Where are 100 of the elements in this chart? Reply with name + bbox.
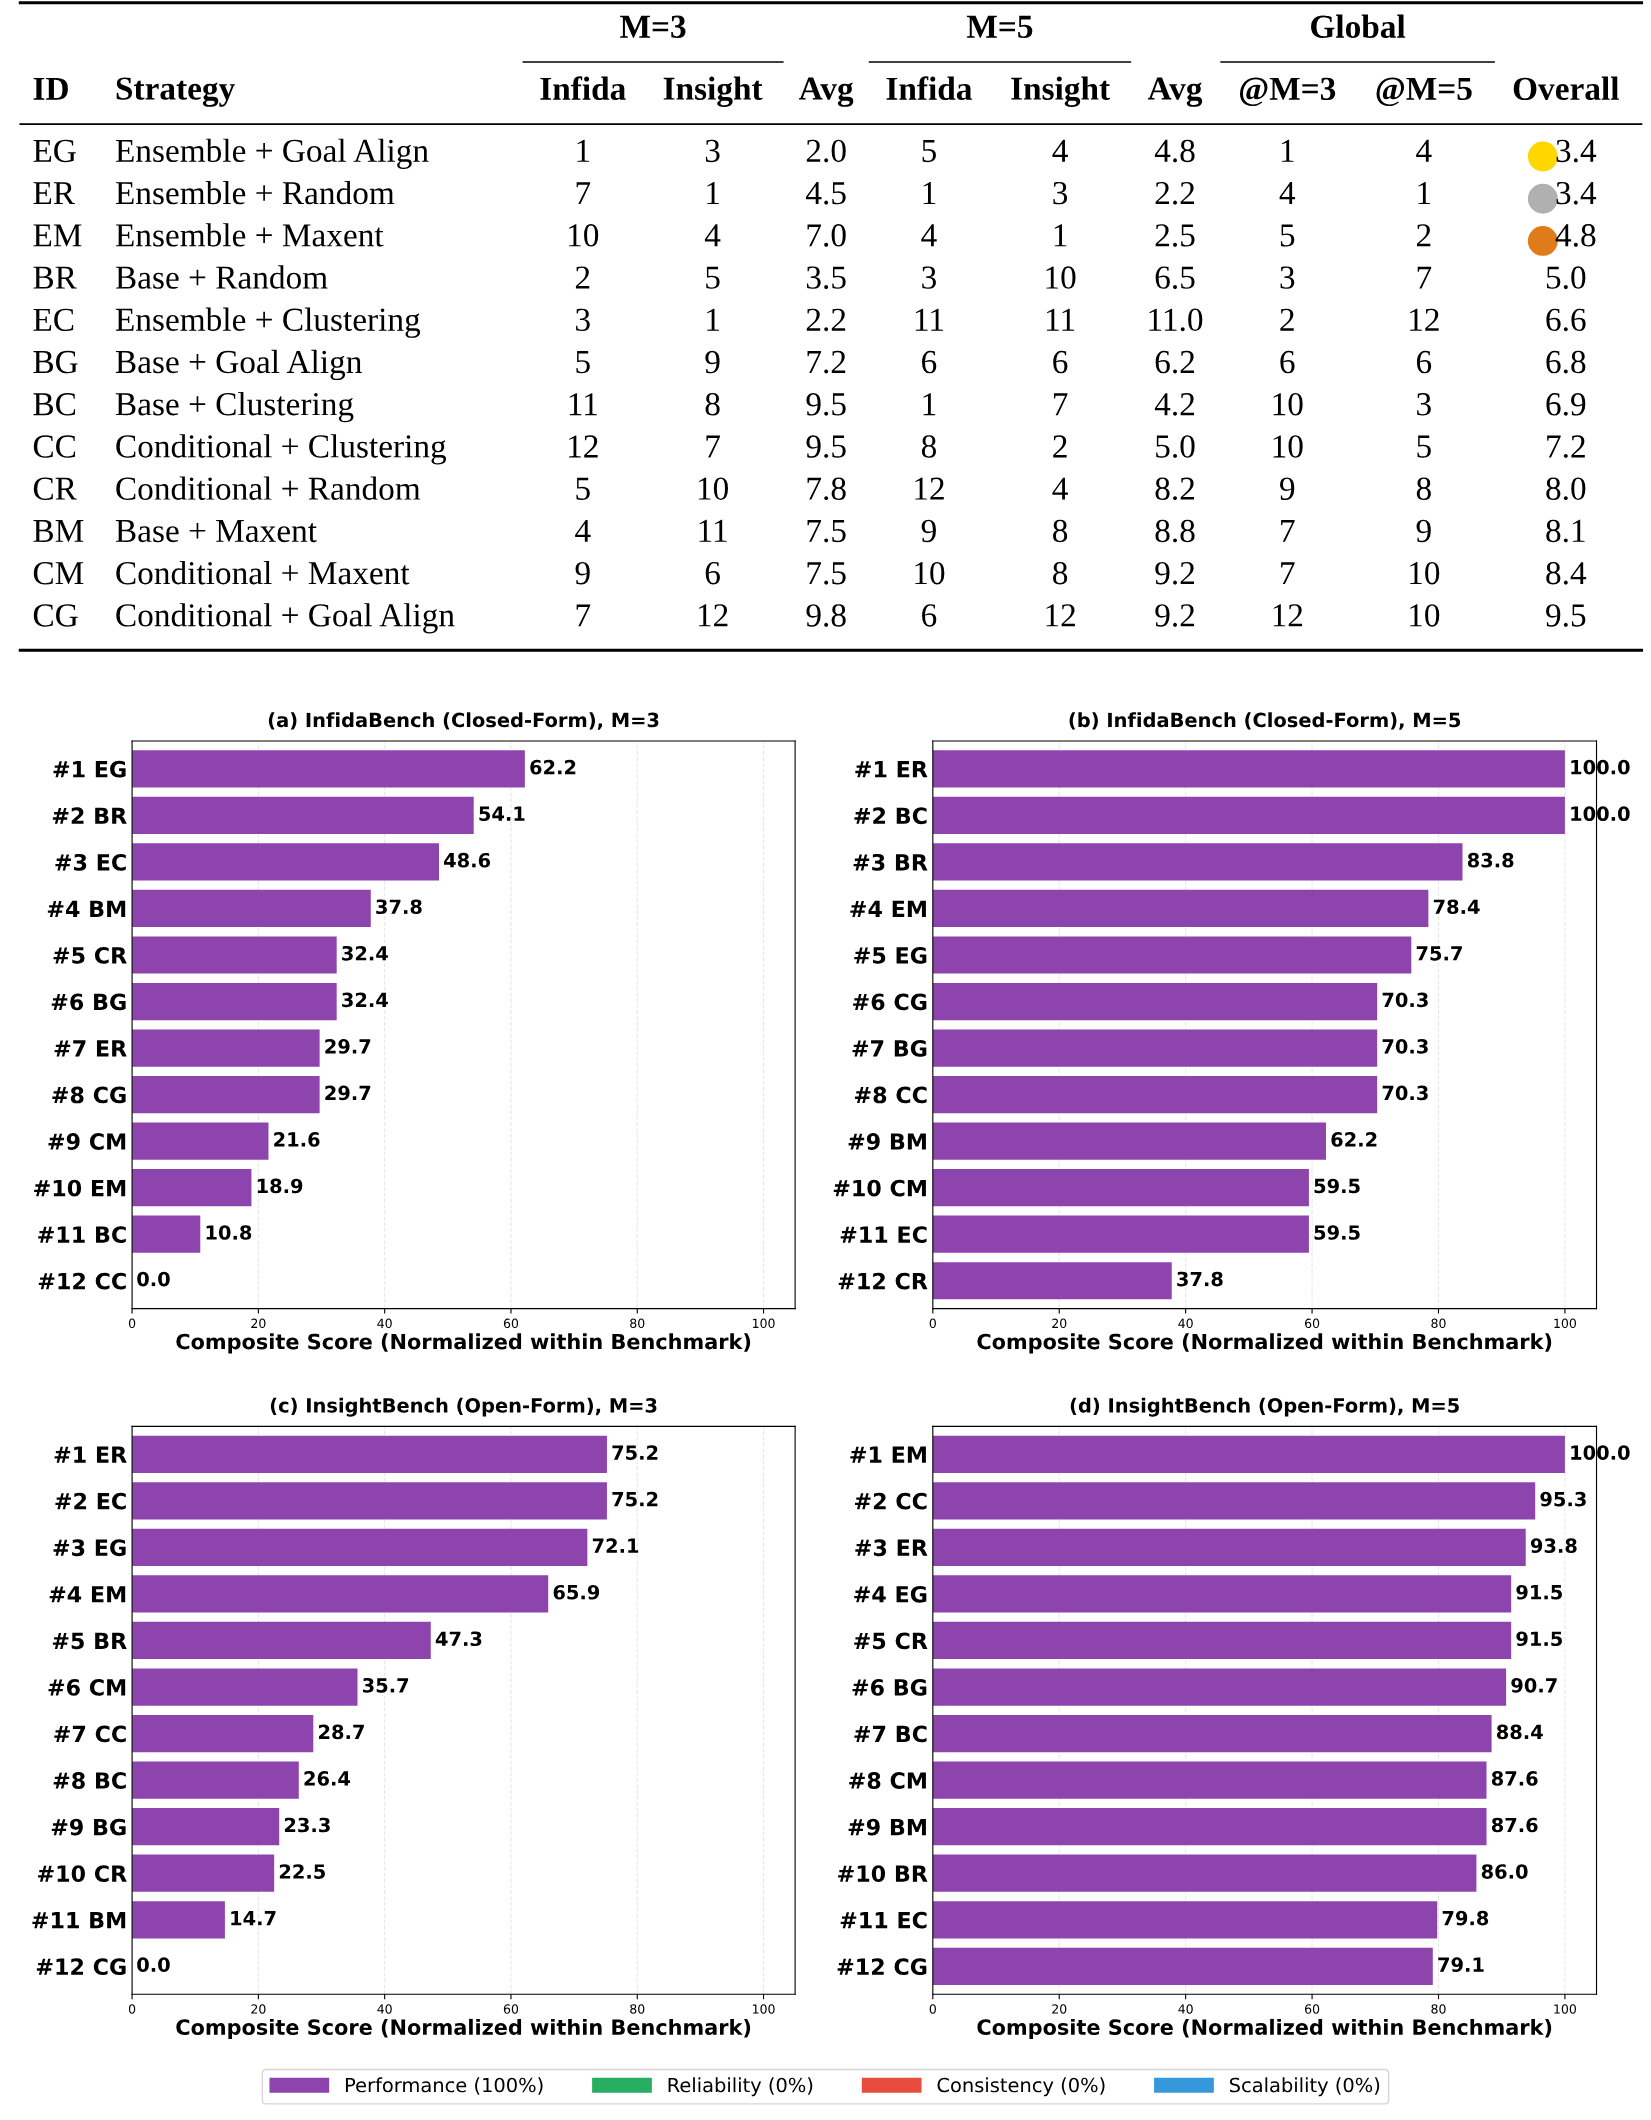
bar	[132, 1621, 431, 1660]
data-label: 21.6	[274, 1132, 320, 1147]
text: 3.4	[1556, 181, 1597, 205]
bar	[132, 1808, 280, 1846]
y-tick-label: #4 EG	[854, 1585, 927, 1603]
bar	[932, 889, 1429, 928]
text: 9	[575, 562, 590, 585]
y-tick-label: #8 CM	[849, 1772, 926, 1789]
bar	[132, 1901, 225, 1939]
text: 3.4	[1556, 139, 1597, 163]
category-label: Conditional + Random	[116, 476, 421, 500]
bar	[932, 1482, 1536, 1520]
bar	[132, 796, 474, 835]
text: 2	[575, 266, 590, 289]
bar	[932, 1621, 1512, 1660]
text: 4.2	[1154, 393, 1195, 416]
text: 2.0	[806, 139, 846, 163]
text: 7	[706, 435, 720, 458]
text: 9.2	[1155, 604, 1195, 627]
category-label: CC	[33, 435, 76, 458]
bar	[932, 796, 1565, 835]
data-label: 48.6	[444, 852, 491, 868]
bar	[132, 1761, 299, 1799]
text: 5.0	[1546, 266, 1586, 289]
text: 7	[1281, 520, 1295, 542]
category-label: Infida	[540, 76, 626, 101]
data-label: 86.0	[1481, 1864, 1528, 1879]
text: 1	[1281, 139, 1294, 162]
bar	[932, 936, 1412, 974]
text: 7	[576, 604, 591, 627]
category-label: Avg	[1147, 77, 1203, 107]
text: 4.8	[1555, 224, 1596, 247]
text: 1	[577, 139, 590, 162]
text: 8	[1416, 477, 1431, 500]
data-label: 18.9	[257, 1178, 303, 1194]
x-axis-title: Composite Score (Normalized within Benchmark)	[176, 2018, 751, 2040]
text: 1	[923, 393, 936, 416]
y-tick-label: #10 CM	[833, 1179, 926, 1197]
category-label: Base + Clustering	[115, 391, 354, 423]
bar	[932, 1901, 1438, 1939]
bar	[132, 1528, 588, 1566]
text: 9.5	[806, 435, 846, 458]
x-tick-label: 40	[377, 2004, 392, 2014]
text: 7.2	[807, 350, 846, 374]
category-label: CR	[33, 477, 77, 500]
category-label: ER	[33, 182, 75, 205]
bar	[132, 1076, 320, 1114]
data-label: 37.8	[1177, 1271, 1223, 1287]
text: 10	[1410, 561, 1440, 585]
category-label: EG	[33, 139, 76, 163]
x-tick-label: 100	[752, 2004, 775, 2014]
y-tick-label: #2 BR	[52, 807, 127, 824]
x-tick-label: 80	[1431, 1318, 1446, 1329]
text: 6.9	[1546, 393, 1586, 416]
data-label: 59.5	[1314, 1225, 1360, 1240]
text: 1	[1054, 224, 1067, 247]
legend-label: Scalability (0%)	[1229, 2077, 1380, 2097]
legend-label: Consistency (0%)	[937, 2077, 1105, 2097]
text: 2.2	[1155, 181, 1195, 205]
data-label: 93.8	[1530, 1538, 1577, 1554]
y-tick-label: #1 ER	[54, 1446, 127, 1463]
text: 9.8	[806, 604, 846, 627]
bar	[132, 1854, 275, 1892]
x-tick-label: 0	[128, 2004, 136, 2014]
text: 3.5	[806, 266, 846, 289]
x-axis-title: Composite Score (Normalized within Benchmark)	[977, 2018, 1552, 2040]
y-tick-label: #12 CG	[837, 1958, 927, 1976]
text: 10	[698, 477, 728, 500]
text: 10	[1046, 266, 1076, 289]
text: 4.5	[805, 182, 846, 205]
y-tick-label: #2 BC	[854, 807, 927, 825]
text: 8.0	[1546, 477, 1586, 501]
y-tick-label: #10 BR	[838, 1865, 928, 1882]
data-label: 75.7	[1416, 946, 1462, 961]
x-tick-label: 60	[1304, 1318, 1320, 1329]
text: 9.5	[806, 393, 846, 416]
text: 3	[1053, 181, 1068, 205]
y-tick-label: #9 BM	[848, 1133, 926, 1150]
text: 4	[1279, 182, 1296, 205]
bar	[132, 889, 371, 928]
y-tick-label: #7 BG	[852, 1040, 927, 1057]
text: 7.5	[807, 520, 846, 543]
text: 5	[922, 139, 936, 163]
data-label: 28.7	[319, 1724, 364, 1740]
text: 5	[1280, 224, 1295, 247]
y-tick-label: #4 BM	[47, 900, 126, 917]
y-tick-label: #1 ER	[855, 761, 928, 778]
y-tick-label: #7 BC	[854, 1725, 927, 1743]
text: 6	[922, 350, 937, 374]
text: 4	[575, 519, 591, 542]
text: 7.8	[807, 477, 846, 501]
text: 6	[1280, 350, 1295, 374]
text: ID	[33, 77, 68, 100]
bar	[932, 1215, 1309, 1253]
text: 5	[576, 351, 590, 374]
category-label: Conditional + Maxent	[116, 560, 410, 585]
text: 4	[1052, 139, 1068, 162]
text: 3	[1417, 393, 1431, 416]
text: 10	[1410, 604, 1440, 627]
text: 4	[1052, 477, 1068, 500]
